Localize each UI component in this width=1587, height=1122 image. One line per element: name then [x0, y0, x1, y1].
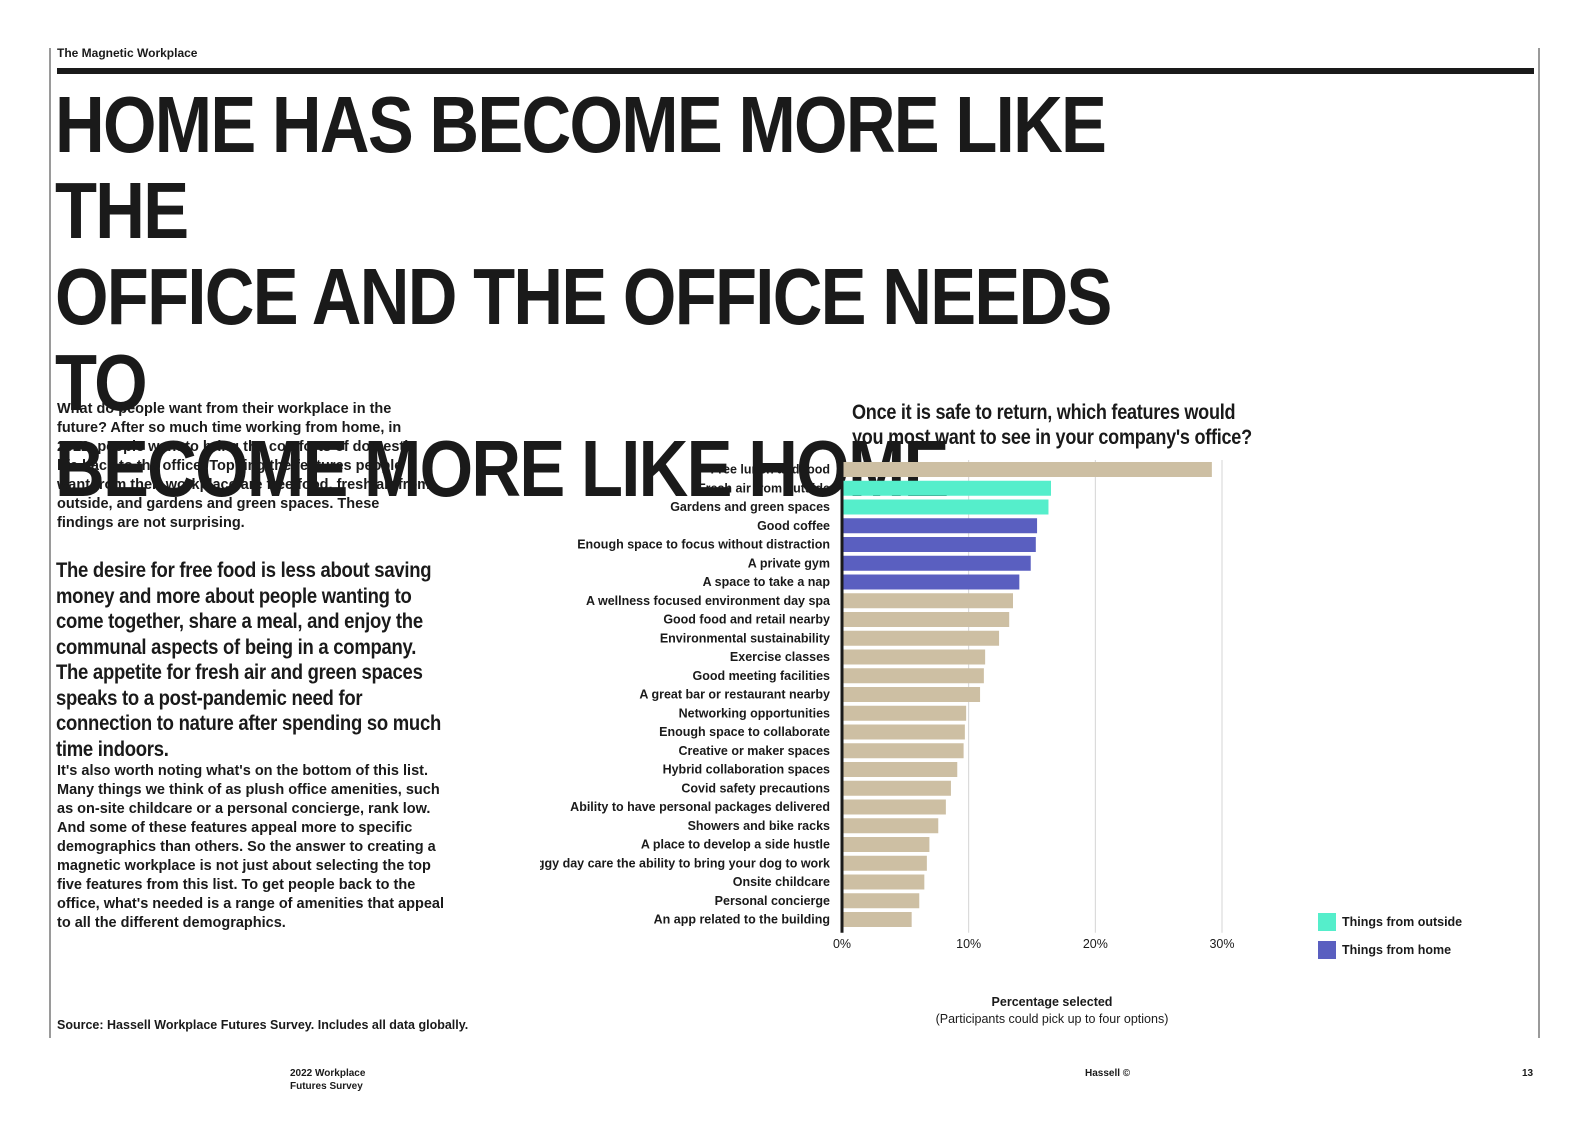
- category-label: Creative or maker spaces: [679, 744, 831, 758]
- bar: [842, 762, 958, 777]
- header-label: The Magnetic Workplace: [57, 46, 198, 60]
- category-label: Environmental sustainability: [660, 631, 830, 645]
- bar: [842, 462, 1212, 477]
- category-label: A space to take a nap: [703, 575, 831, 589]
- intro-paragraph: What do people want from their workplace…: [57, 401, 431, 531]
- category-label: Free lunch and food: [711, 463, 830, 477]
- category-label: Personal concierge: [715, 894, 830, 908]
- category-label: Covid safety precautions: [681, 781, 830, 795]
- bar: [842, 630, 1000, 646]
- category-label: Good coffee: [757, 519, 830, 533]
- category-label: Exercise classes: [730, 650, 830, 664]
- bar: [842, 818, 939, 834]
- legend-swatch-home: [1318, 941, 1336, 959]
- category-label: Good meeting facilities: [692, 669, 830, 683]
- category-label: Showers and bike racks: [688, 819, 830, 833]
- bar: [842, 612, 1010, 627]
- footer-publication: 2022 Workplace Futures Survey: [290, 1068, 366, 1092]
- bar: [842, 743, 964, 759]
- x-tick-label: 0%: [833, 937, 851, 951]
- bar: [842, 480, 1051, 496]
- bar: [842, 593, 1013, 609]
- category-label: Onsite childcare: [733, 875, 830, 889]
- category-label: Networking opportunities: [679, 706, 830, 720]
- bar: [842, 874, 925, 890]
- category-label: Enough space to focus without distractio…: [577, 538, 830, 552]
- category-label: Gardens and green spaces: [670, 500, 830, 514]
- footer-copyright: Hassell ©: [1085, 1068, 1131, 1079]
- bar: [842, 649, 986, 665]
- bar: [842, 668, 984, 684]
- category-label: Ability to have personal packages delive…: [570, 800, 830, 814]
- x-tick-label: 30%: [1209, 937, 1234, 951]
- source-note: Source: Hassell Workplace Futures Survey…: [57, 1018, 469, 1032]
- header-rule: [57, 68, 1534, 74]
- right-border-line: [1538, 48, 1540, 1038]
- x-axis-title: Percentage selected: [991, 995, 1113, 1009]
- chart-title: Once it is safe to return, which feature…: [852, 401, 1252, 449]
- bar: [842, 555, 1031, 571]
- bar: [842, 518, 1038, 534]
- category-label: An app related to the building: [654, 913, 830, 927]
- page-headline: HOME HAS BECOME MORE LIKE THE OFFICE AND…: [55, 80, 1112, 513]
- category-label: A great bar or restaurant nearby: [639, 688, 830, 702]
- category-label: A place to develop a side hustle: [641, 838, 830, 852]
- bar: [842, 799, 946, 815]
- legend-label-outside: Things from outside: [1342, 915, 1463, 929]
- legend-item-home: Things from home: [1318, 940, 1462, 960]
- pull-quote: The desire for free food is less about s…: [56, 559, 441, 761]
- legend-label-home: Things from home: [1342, 943, 1452, 957]
- bar: [842, 499, 1049, 515]
- bar: [842, 912, 912, 927]
- category-label: Hybrid collaboration spaces: [663, 763, 830, 777]
- legend-item-outside: Things from outside: [1318, 912, 1462, 932]
- category-label: Doggy day care the ability to bring your…: [540, 856, 830, 870]
- bar: [842, 705, 967, 721]
- x-tick-label: 20%: [1083, 937, 1108, 951]
- bar: [842, 687, 981, 702]
- closing-paragraph: It's also worth noting what's on the bot…: [57, 763, 444, 931]
- category-label: Enough space to collaborate: [659, 725, 830, 739]
- x-tick-label: 10%: [956, 937, 981, 951]
- bar: [842, 837, 930, 852]
- bar: [842, 574, 1020, 590]
- bar: [842, 855, 927, 871]
- category-label: Good food and retail nearby: [663, 613, 830, 627]
- category-label: A private gym: [748, 556, 830, 570]
- bar: [842, 780, 951, 796]
- bar: [842, 893, 920, 909]
- page-number: 13: [1522, 1068, 1534, 1079]
- legend-swatch-outside: [1318, 913, 1336, 931]
- x-axis-note: (Participants could pick up to four opti…: [935, 1012, 1169, 1026]
- bar-chart: Free lunch and food Fresh air from outsid…: [540, 460, 1235, 951]
- chart-legend: Things from outside Things from home: [1318, 912, 1462, 968]
- bar: [842, 724, 965, 740]
- left-border-line: [49, 48, 51, 1038]
- category-label: Fresh air from outside: [698, 481, 830, 495]
- bar: [842, 537, 1036, 552]
- category-label: A wellness focused environment day spa: [586, 594, 831, 608]
